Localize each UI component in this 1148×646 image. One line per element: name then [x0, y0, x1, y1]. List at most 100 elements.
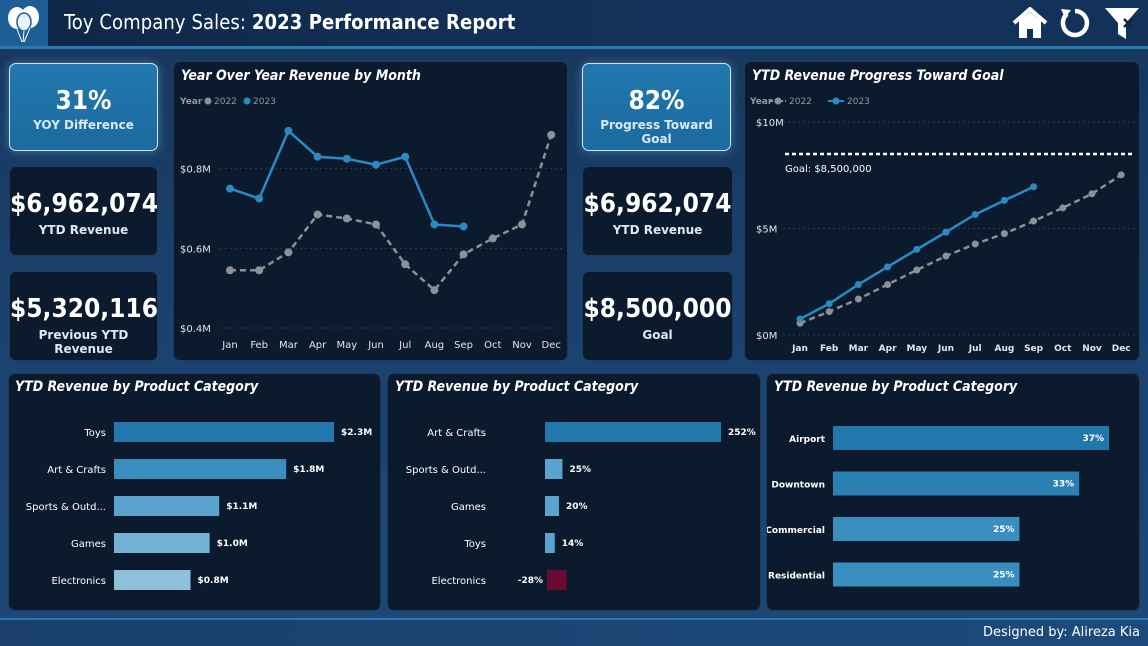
category-label: Sports & Outd... [26, 502, 106, 513]
bar-value-label: -28% [518, 576, 543, 586]
bar-value-label: 37% [1082, 434, 1104, 444]
bar-value-label: $2.3M [341, 428, 372, 438]
legend-marker-2022 [774, 97, 782, 105]
reset-icon[interactable] [1056, 4, 1094, 42]
bar [545, 422, 721, 442]
data-point-2023 [913, 245, 921, 253]
x-tick-label: Aug [994, 344, 1014, 354]
bar-value-label: 25% [993, 571, 1015, 581]
title-prefix: Toy Company Sales: [64, 10, 252, 34]
legend-title: Year [749, 97, 773, 107]
data-point-2023 [884, 263, 892, 271]
bar [833, 471, 1080, 496]
filter-icon[interactable] [1103, 4, 1141, 42]
data-point-2022 [459, 250, 468, 259]
category-label: Toys [463, 539, 486, 550]
data-point-2023 [1030, 183, 1038, 191]
kpi-ytd-card: $6,962,074 YTD Revenue [9, 166, 158, 256]
x-tick-label: May [906, 344, 927, 354]
y-tick-label: $5M [756, 225, 777, 236]
legend-label-2023: 2023 [253, 97, 276, 107]
data-point-2023 [372, 160, 380, 169]
x-tick-label: Nov [1082, 344, 1102, 354]
category-label: Residential [768, 572, 825, 582]
data-point-2022 [971, 240, 979, 248]
data-point-2023 [313, 152, 322, 161]
legend-label-2022: 2022 [214, 97, 237, 107]
data-point-2022 [1117, 171, 1125, 179]
kpi-ytd-label: YTD Revenue [38, 223, 129, 237]
data-point-2023 [971, 210, 979, 218]
footer-bar: Designed by: Alireza Kia [0, 618, 1148, 646]
kpi-progress-value: 82% [628, 86, 685, 116]
kpi-prev-value: $5,320,116 [10, 294, 158, 324]
bar-value-label: $0.8M [198, 576, 229, 586]
data-point-2022 [942, 252, 950, 260]
bar [114, 570, 191, 590]
page-title: Toy Company Sales: 2023 Performance Repo… [64, 10, 515, 34]
series-line-2022 [799, 173, 1122, 325]
category-label: Games [451, 502, 486, 513]
x-tick-label: Feb [250, 340, 268, 351]
data-point-2022 [430, 286, 439, 295]
x-tick-label: Apr [879, 344, 897, 354]
data-point-2022 [854, 295, 862, 303]
x-tick-label: Mar [279, 340, 299, 351]
category-growth-title: YTD Revenue by Product Category [395, 379, 639, 395]
series-line-2023 [229, 128, 464, 228]
kpi-yoy-label: YOY Difference [33, 118, 134, 132]
category-revenue-svg: Toys $2.3M Art & Crafts $1.8M Sports & Outd.… [26, 422, 372, 590]
bar [545, 496, 559, 516]
kpi-ytd2-value: $6,962,074 [583, 189, 732, 219]
data-point-2022 [518, 220, 526, 229]
data-point-2022 [1059, 204, 1067, 212]
x-tick-label: Nov [512, 340, 532, 351]
y-tick-label: $0.6M [180, 244, 211, 255]
data-point-2022 [372, 220, 380, 229]
category-label: Downtown [771, 481, 825, 491]
data-point-2023 [459, 222, 468, 231]
data-point-2023 [1000, 196, 1008, 204]
category-label: Art & Crafts [47, 465, 106, 476]
bar [833, 517, 1020, 541]
category-revenue-title: YTD Revenue by Product Category [15, 379, 259, 395]
kpi-prev-label: Previous YTD Revenue [38, 328, 129, 356]
data-point-2023 [942, 228, 950, 236]
category-label: Games [71, 539, 106, 550]
data-point-2022 [547, 130, 556, 139]
yoy-chart-title: Year Over Year Revenue by Month [181, 68, 421, 84]
data-point-2023 [825, 300, 833, 308]
balloons-logo-icon [8, 6, 39, 43]
x-tick-label: Jul [398, 340, 411, 351]
goal-chart-svg: Year 2022 2023 $0M $5M $10M Jan Feb Mar Apr May Jun… [749, 97, 1135, 354]
x-tick-label: Sep [454, 340, 473, 351]
legend-label-2022: 2022 [789, 97, 812, 107]
x-tick-label: Jan [221, 340, 237, 351]
bar [833, 562, 1020, 587]
bar [114, 422, 334, 442]
category-revenue-panel: YTD Revenue by Product Category Toys $2.3… [8, 373, 381, 611]
y-tick-label: $10M [756, 118, 784, 129]
kpi-ytd-value: $6,962,074 [10, 189, 158, 219]
bar [547, 570, 567, 590]
y-tick-label: $0.4M [180, 324, 211, 335]
goal-chart-title: YTD Revenue Progress Toward Goal [752, 68, 1004, 84]
goal-chart-panel: YTD Revenue Progress Toward Goal Year 202… [744, 61, 1140, 361]
category-label: Sports & Outd... [406, 465, 486, 476]
bar-value-label: 252% [728, 428, 756, 438]
kpi-yoy-value: 31% [55, 86, 112, 116]
category-label: Electronics [431, 576, 486, 587]
data-point-2022 [1088, 190, 1096, 198]
data-point-2022 [226, 266, 234, 275]
kpi-goal-card: $8,500,000 Goal [582, 271, 733, 361]
yoy-chart-panel: Year Over Year Revenue by Month Year 2022… [173, 61, 568, 361]
x-tick-label: Dec [1112, 344, 1131, 354]
bar [114, 533, 210, 553]
x-tick-label: Oct [1054, 344, 1072, 354]
series-line-2023 [799, 185, 1035, 321]
y-tick-label: $0.8M [180, 165, 211, 176]
data-point-2022 [884, 281, 892, 289]
home-icon[interactable] [1011, 4, 1049, 42]
category-label: Airport [789, 435, 826, 445]
data-point-2022 [284, 248, 293, 257]
